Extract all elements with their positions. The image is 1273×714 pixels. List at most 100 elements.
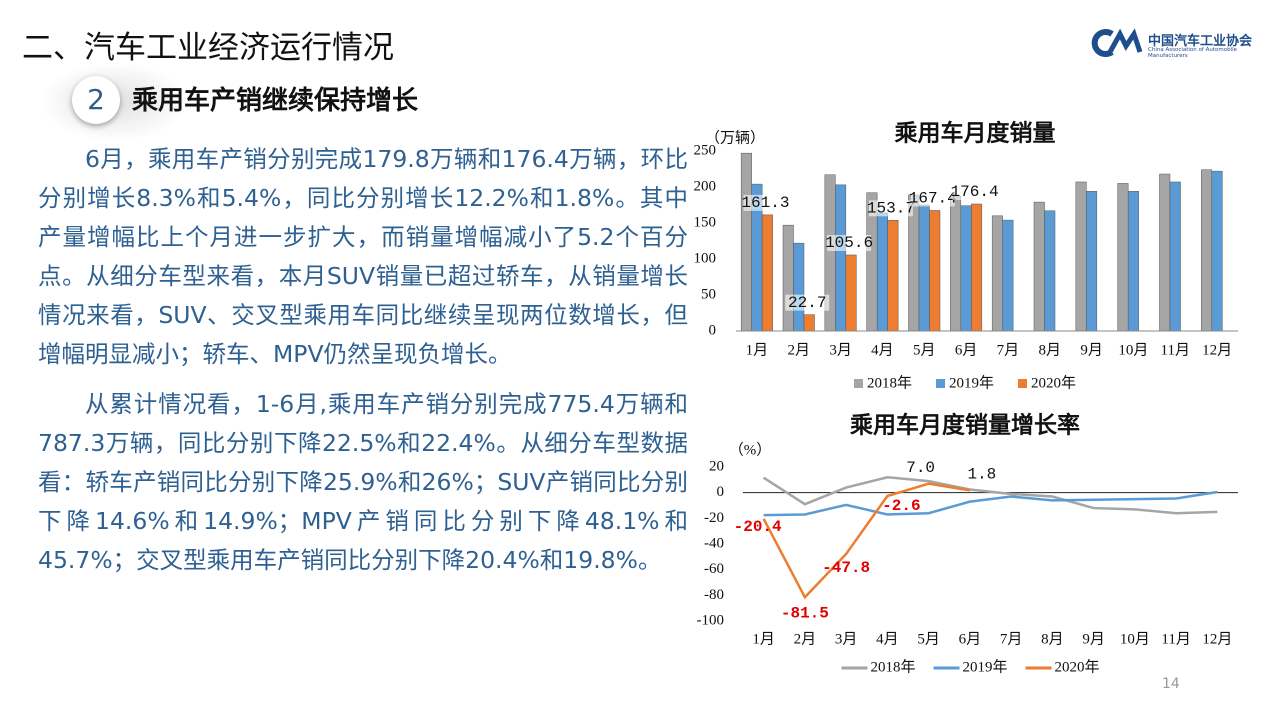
- x-tick-label: 8月: [1038, 342, 1061, 358]
- section-title: 乘用车产销继续保持增长: [132, 86, 419, 116]
- bar: [1211, 170, 1223, 332]
- data-label: -2.6: [882, 497, 920, 515]
- org-name-en: China Association of Automobile Manufact…: [1148, 47, 1237, 59]
- bar: [845, 254, 857, 332]
- y-axis-label: （万辆）: [705, 129, 765, 146]
- logo: [1091, 28, 1143, 57]
- body-text: 6月，乘用车产销分别完成179.8万辆和176.4万辆，环比分别增长8.3%和5…: [38, 140, 688, 591]
- x-tick-label: 8月: [1041, 631, 1064, 647]
- y-tick-label: 0: [709, 322, 717, 338]
- data-label: 22.7: [788, 294, 826, 312]
- x-tick-label: 12月: [1202, 631, 1232, 647]
- x-tick-label: 4月: [871, 342, 894, 358]
- label-bg: [827, 234, 872, 251]
- x-tick-label: 4月: [876, 631, 899, 647]
- section-number: 2: [72, 76, 120, 124]
- org-name: 中国汽车工业协会: [1148, 34, 1253, 49]
- x-tick-label: 10月: [1120, 631, 1150, 647]
- y-tick-label: -80: [704, 587, 724, 603]
- bar: [1159, 173, 1171, 332]
- bar: [876, 212, 888, 332]
- bar: [740, 152, 752, 332]
- bar: [1033, 201, 1045, 332]
- bar: [1044, 210, 1056, 332]
- bar: [1201, 169, 1213, 332]
- bar: [971, 203, 983, 332]
- legend-label: 2020年: [1031, 374, 1076, 391]
- data-label: 161.3: [741, 194, 789, 212]
- data-label: -47.8: [822, 559, 870, 577]
- slide-title: 二、汽车工业经济运行情况: [22, 30, 394, 66]
- x-tick-label: 7月: [1000, 631, 1023, 647]
- label-bg: [868, 200, 913, 217]
- x-tick-label: 11月: [1161, 342, 1190, 358]
- line: [763, 490, 1218, 517]
- legend-label: 2018年: [867, 374, 912, 391]
- y-tick-label: 100: [694, 250, 717, 266]
- bar: [1127, 191, 1139, 332]
- y-tick-label: 200: [694, 178, 717, 194]
- label-bg: [743, 194, 788, 211]
- bar: [793, 242, 805, 332]
- label-bg: [952, 183, 997, 200]
- legend-label: 2018年: [871, 658, 916, 675]
- legend-label: 2019年: [963, 658, 1008, 675]
- x-tick-label: 2月: [787, 342, 810, 358]
- y-tick-label: 150: [694, 214, 717, 230]
- bar: [887, 220, 899, 332]
- data-label: 7.0: [906, 459, 935, 477]
- bar: [1075, 181, 1087, 332]
- x-tick-label: 10月: [1118, 342, 1148, 358]
- x-tick-label: 2月: [794, 631, 817, 647]
- x-tick-label: 12月: [1202, 342, 1232, 358]
- y-tick-label: 20: [709, 458, 724, 474]
- data-label: -81.5: [781, 604, 829, 622]
- label-bg: [785, 294, 830, 311]
- y-tick-label: 50: [701, 286, 716, 302]
- x-tick-label: 3月: [835, 631, 858, 647]
- bar: [1002, 219, 1014, 332]
- data-label: 153.7: [867, 200, 915, 218]
- x-tick-label: 1月: [746, 342, 769, 358]
- data-label: 176.4: [951, 183, 999, 201]
- y-tick-label: -40: [704, 535, 724, 551]
- legend-swatch: [936, 379, 945, 388]
- data-label: 105.6: [825, 234, 873, 252]
- legend-swatch: [854, 379, 863, 388]
- y-axis-label: （%）: [729, 441, 772, 458]
- x-tick-label: 3月: [829, 342, 852, 358]
- x-tick-label: 6月: [959, 631, 982, 647]
- chart-title: 乘用车月度销量增长率: [849, 412, 1080, 439]
- bar: [1169, 181, 1181, 332]
- data-label: 1.8: [967, 466, 996, 484]
- bar: [803, 314, 815, 332]
- x-tick-label: 9月: [1080, 342, 1103, 358]
- x-tick-label: 6月: [955, 342, 978, 358]
- y-tick-label: 250: [694, 142, 717, 158]
- bar: [761, 214, 773, 332]
- bar: [1117, 183, 1129, 332]
- paragraph: 6月，乘用车产销分别完成179.8万辆和176.4万辆，环比分别增长8.3%和5…: [38, 145, 688, 368]
- chart-title: 乘用车月度销量: [894, 120, 1056, 147]
- x-tick-label: 5月: [913, 342, 936, 358]
- label-bg: [910, 190, 955, 207]
- y-tick-label: -100: [697, 612, 725, 628]
- bar: [950, 196, 962, 332]
- page-number: 14: [1162, 676, 1180, 692]
- y-tick-label: -20: [704, 510, 724, 526]
- x-tick-label: 1月: [752, 631, 775, 647]
- bar: [1086, 191, 1098, 332]
- paragraph: 从累计情况看，1-6月,乘用车产销分别完成775.4万辆和787.3万辆，同比分…: [38, 390, 688, 574]
- data-label: -20.4: [734, 518, 782, 536]
- x-tick-label: 7月: [997, 342, 1020, 358]
- legend-swatch: [1018, 379, 1027, 388]
- y-tick-label: 0: [717, 484, 725, 500]
- legend-label: 2020年: [1055, 658, 1100, 675]
- bar: [782, 224, 794, 332]
- bar: [929, 210, 941, 332]
- line: [762, 482, 971, 600]
- bar: [835, 184, 847, 332]
- bar: [960, 205, 972, 332]
- legend-label: 2019年: [949, 374, 994, 391]
